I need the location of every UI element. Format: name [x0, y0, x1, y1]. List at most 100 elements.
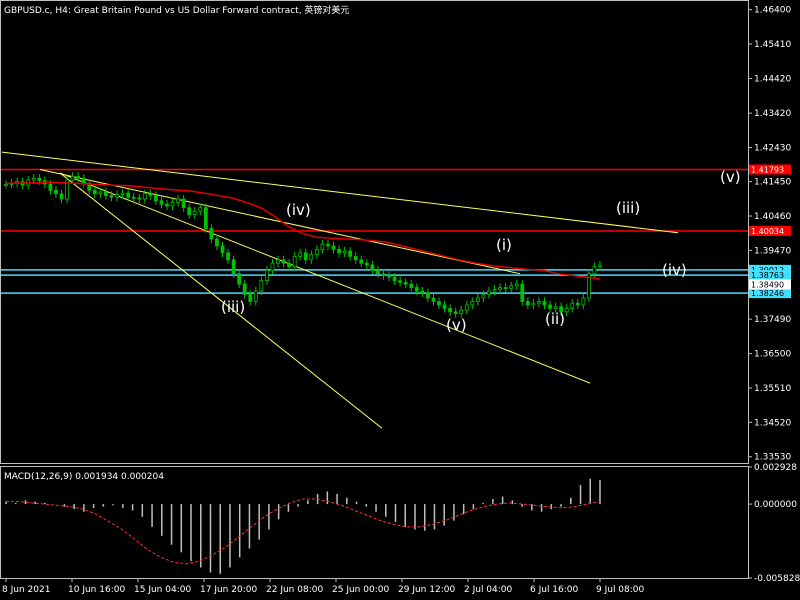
price-boxes: 1.417931.400341.390121.387631.382461.384… — [749, 164, 791, 299]
wave-label: (iii) — [221, 298, 245, 316]
macd-signal-line — [6, 498, 601, 565]
candle-body — [148, 193, 153, 196]
candle-body — [176, 198, 180, 203]
candle-body — [359, 259, 364, 264]
candle-body — [431, 297, 436, 302]
candle-body — [570, 302, 575, 309]
trend-line — [39, 168, 521, 275]
candle-body — [59, 193, 64, 200]
price-axis: 1.46400 1.45410 1.44420 1.43420 1.42430 1.414… — [748, 6, 791, 463]
current-price-label: 1.38490 — [751, 280, 784, 289]
candle-body — [298, 252, 303, 257]
y-tick-label: 1.41450 — [754, 178, 791, 188]
macd-tick-label: -0.005828 — [754, 574, 800, 584]
candle-body — [287, 262, 292, 268]
candle-body — [509, 285, 514, 289]
x-tick-label: 6 Jul 16:00 — [530, 585, 579, 595]
candle-body — [348, 250, 353, 257]
candle-body — [76, 176, 81, 179]
candle-body — [459, 309, 464, 315]
candle-body — [492, 288, 497, 292]
candle-body — [309, 254, 314, 261]
candle-body — [370, 264, 375, 271]
candle-body — [592, 266, 597, 275]
candle-body — [37, 177, 42, 181]
candle-body — [153, 195, 158, 202]
candle-body — [226, 252, 230, 261]
candle-body — [525, 301, 530, 306]
candle-body — [548, 304, 552, 309]
candle-body — [104, 191, 108, 196]
candle-body — [581, 297, 586, 306]
candle-body — [420, 290, 425, 294]
wave-label: (v) — [446, 316, 467, 334]
candle-body — [514, 283, 519, 287]
candle-body — [381, 273, 386, 276]
candle-body — [353, 255, 358, 261]
wave-label: (i) — [496, 236, 512, 254]
candle-body — [231, 259, 236, 275]
candle-body — [426, 292, 430, 299]
time-axis: 8 Jun 2021 10 Jun 16:00 15 Jun 04:00 17 Jun… — [2, 578, 645, 595]
candle-body — [270, 262, 275, 271]
candle-body — [70, 176, 75, 181]
candle-body — [98, 191, 103, 195]
candle-body — [248, 294, 253, 302]
x-tick-label: 9 Jul 08:00 — [596, 585, 645, 595]
candle-body — [92, 189, 97, 195]
candle-body — [81, 177, 86, 184]
x-tick-label: 25 Jun 00:00 — [332, 585, 389, 595]
candle-body — [586, 273, 591, 299]
price-box-label: 1.38763 — [751, 271, 784, 280]
candle-body — [464, 304, 469, 311]
candle-body — [403, 281, 408, 285]
main-plot-frame — [0, 0, 749, 464]
y-tick-label: 1.43420 — [754, 109, 791, 119]
candle-body — [165, 203, 169, 207]
macd-tick-label: 0.002928 — [754, 463, 797, 473]
price-box-label: 1.41793 — [751, 165, 784, 174]
candle-body — [276, 259, 280, 264]
candle-body — [320, 243, 325, 250]
candle-body — [575, 302, 580, 306]
candle-body — [31, 177, 36, 181]
x-tick-label: 29 Jun 12:00 — [398, 585, 455, 595]
candle-body — [265, 269, 269, 282]
candle-body — [342, 250, 347, 254]
candle-body — [237, 273, 242, 285]
candle-body — [65, 179, 69, 200]
candle-body — [115, 194, 119, 198]
candle-body — [498, 287, 502, 290]
x-tick-label: 17 Jun 20:00 — [200, 585, 257, 595]
price-box — [749, 270, 791, 281]
candle-body — [159, 200, 164, 205]
candle-body — [337, 248, 341, 254]
y-tick-label: 1.33530 — [754, 453, 791, 463]
candle-body — [326, 243, 330, 247]
candle-body — [242, 283, 247, 295]
x-tick-label: 2 Jul 04:00 — [464, 585, 513, 595]
candle-body — [220, 245, 225, 254]
candle-body — [470, 301, 475, 306]
current-price-box — [749, 279, 791, 290]
candle-body — [475, 297, 480, 302]
macd-axis: 0.002928 0.000000 -0.005828 — [748, 463, 800, 584]
x-tick-label: 22 Jun 08:00 — [266, 585, 323, 595]
macd-plot-frame — [0, 466, 749, 579]
price-box — [749, 264, 791, 275]
candle-body — [253, 290, 258, 302]
price-box — [749, 288, 791, 299]
candle-body — [120, 192, 125, 195]
candle-body — [4, 184, 8, 186]
x-tick-label: 8 Jun 2021 — [2, 585, 50, 595]
candle-body — [303, 252, 308, 261]
candle-body — [331, 245, 336, 250]
candle-body — [453, 311, 458, 315]
candle-body — [181, 198, 186, 209]
candle-body — [109, 195, 114, 198]
y-tick-label: 1.45410 — [754, 40, 791, 50]
candle-body — [398, 280, 403, 283]
ma-line — [5, 181, 601, 280]
candle-body — [542, 301, 547, 306]
